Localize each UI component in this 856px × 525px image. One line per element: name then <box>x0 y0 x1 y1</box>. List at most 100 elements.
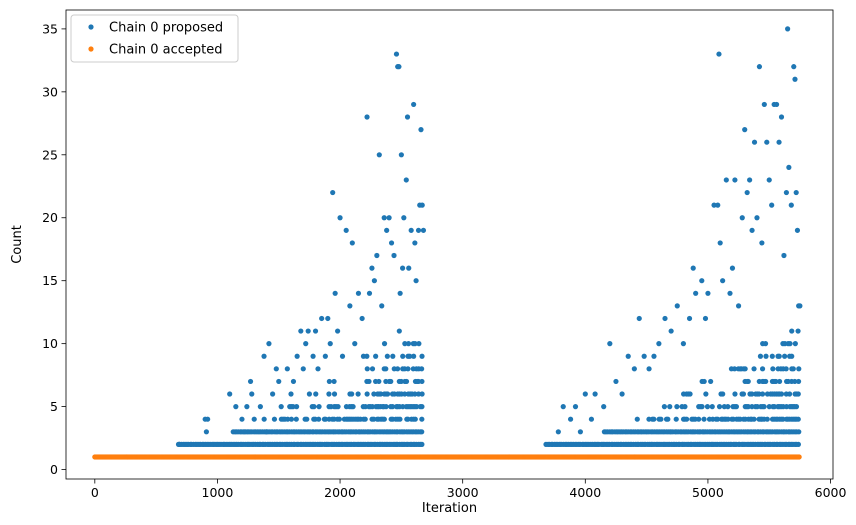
proposed-point <box>419 202 425 208</box>
proposed-point <box>397 290 403 296</box>
proposed-point <box>316 416 322 422</box>
proposed-point <box>411 353 417 359</box>
proposed-point <box>403 177 409 183</box>
proposed-point <box>290 404 296 410</box>
proposed-point <box>412 240 418 246</box>
proposed-point <box>349 240 355 246</box>
proposed-point <box>754 215 760 221</box>
proposed-point <box>787 341 793 347</box>
proposed-point <box>793 189 799 196</box>
proposed-point <box>766 177 772 183</box>
proposed-point <box>769 353 775 359</box>
proposed-point <box>665 416 671 422</box>
proposed-point <box>355 290 362 296</box>
legend-label-accepted: Chain 0 accepted <box>109 43 223 58</box>
proposed-point <box>332 290 338 296</box>
proposed-point <box>388 378 394 385</box>
proposed-point <box>419 391 425 397</box>
x-tick-label: 2000 <box>324 485 356 500</box>
legend: Chain 0 proposed Chain 0 accepted <box>70 14 239 63</box>
proposed-point <box>266 341 272 347</box>
plot-background <box>66 10 833 479</box>
proposed-point <box>794 227 801 233</box>
proposed-point <box>761 101 767 108</box>
proposed-point <box>376 378 382 385</box>
proposed-point <box>744 189 750 196</box>
proposed-point <box>759 391 766 397</box>
accepted-point <box>796 454 802 460</box>
proposed-point <box>290 378 297 385</box>
proposed-point <box>732 391 738 397</box>
proposed-point <box>720 278 726 284</box>
proposed-point <box>792 341 798 347</box>
proposed-point <box>634 416 640 422</box>
proposed-point <box>761 404 767 410</box>
proposed-point <box>406 265 412 271</box>
proposed-point <box>326 391 332 397</box>
proposed-point <box>386 215 392 221</box>
proposed-point <box>249 391 255 397</box>
proposed-point <box>359 315 365 322</box>
proposed-point <box>631 366 637 372</box>
proposed-point <box>749 227 755 233</box>
legend-label-proposed: Chain 0 proposed <box>109 21 223 36</box>
proposed-point <box>588 416 595 422</box>
proposed-point <box>795 441 801 447</box>
proposed-point <box>696 416 702 422</box>
proposed-point <box>396 328 402 334</box>
proposed-point <box>419 404 425 410</box>
proposed-point <box>284 366 290 372</box>
proposed-point <box>607 341 613 347</box>
proposed-point <box>388 240 395 246</box>
proposed-point <box>582 391 588 397</box>
proposed-point <box>282 416 288 422</box>
x-tick-label: 5000 <box>692 485 724 500</box>
proposed-point <box>310 353 316 359</box>
proposed-point <box>702 315 709 322</box>
y-tick-label: 15 <box>42 273 58 288</box>
proposed-point <box>397 416 403 422</box>
proposed-point <box>412 391 418 397</box>
proposed-point <box>337 215 343 221</box>
proposed-point <box>687 391 693 397</box>
proposed-point <box>404 114 411 120</box>
proposed-point <box>703 391 709 397</box>
proposed-point <box>316 404 322 410</box>
proposed-point <box>405 341 412 347</box>
proposed-point <box>793 404 800 410</box>
x-tick-label: 1000 <box>202 485 234 500</box>
proposed-point <box>781 252 787 259</box>
proposed-point <box>374 252 380 259</box>
proposed-point <box>572 404 579 410</box>
proposed-point <box>577 429 584 435</box>
proposed-point <box>786 391 793 397</box>
proposed-point <box>789 353 795 359</box>
proposed-point <box>770 366 776 372</box>
proposed-point <box>288 391 294 397</box>
proposed-point <box>705 290 711 296</box>
proposed-point <box>402 391 408 397</box>
proposed-point <box>415 227 422 233</box>
proposed-point <box>715 416 721 422</box>
proposed-point <box>751 366 757 372</box>
proposed-point <box>330 189 336 196</box>
proposed-point <box>613 378 619 385</box>
proposed-point <box>674 303 680 309</box>
proposed-point <box>390 353 396 359</box>
x-axis: 0 1000 2000 3000 4000 5000 6000 <box>91 479 847 500</box>
proposed-point <box>776 139 782 145</box>
proposed-point <box>786 164 792 170</box>
x-tick-label: 6000 <box>815 485 847 500</box>
proposed-point <box>378 391 384 397</box>
proposed-point <box>312 328 319 334</box>
proposed-point <box>795 328 801 334</box>
y-axis: 0 5 10 15 20 25 30 35 <box>42 21 66 477</box>
x-tick-label: 0 <box>91 485 99 500</box>
proposed-point <box>227 391 233 397</box>
y-tick-label: 0 <box>50 462 58 477</box>
proposed-point <box>682 404 688 410</box>
proposed-point <box>366 378 372 385</box>
proposed-point <box>674 404 680 410</box>
proposed-point <box>393 51 400 57</box>
proposed-point <box>322 353 328 359</box>
